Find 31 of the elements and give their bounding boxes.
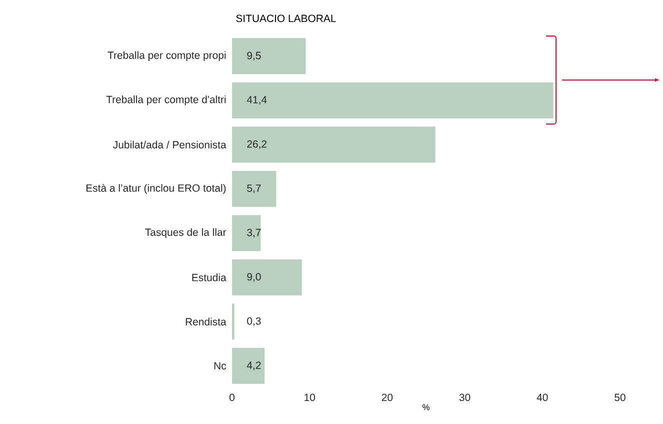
data-label: 4,2 [246,362,261,370]
bar [232,215,261,252]
x-tick-label: 0 [230,394,234,402]
x-tick-label: 40 [536,394,548,402]
y-tick-label: Treballa per compte d'altri [106,96,226,106]
y-tick-label: Estudia [192,274,226,282]
y-tick-label: Tasques de la llar [145,228,226,238]
y-tick-label: Està a l’atur (inclou ERO total) [86,184,226,194]
data-label: 41,4 [246,96,267,105]
x-tick-label: 50 [614,394,626,402]
data-label: 9,0 [247,273,261,282]
data-label: 3,7 [247,228,261,238]
data-label: 26,2 [247,140,267,149]
bar [232,259,302,296]
bar [232,348,265,384]
data-label: 0,3 [247,317,261,326]
bar [232,82,554,118]
bar [232,126,436,163]
x-tick-label: 20 [382,394,393,402]
y-tick-label: Rendista [186,318,226,326]
x-tick-label: 30 [459,394,470,402]
y-tick-label: Nc [214,362,226,370]
y-tick-label: Treballa per compte propi [108,51,226,62]
data-label: 5,7 [247,184,261,194]
chart-title: SITUACIO LABORAL [236,14,336,22]
bar [232,38,306,74]
y-tick-label: Jubilat/ada / Pensionista [113,140,226,148]
x-axis-title: % [422,404,430,410]
data-label: 9,5 [247,52,261,60]
bar [232,170,276,207]
x-tick-label: 10 [304,394,316,402]
